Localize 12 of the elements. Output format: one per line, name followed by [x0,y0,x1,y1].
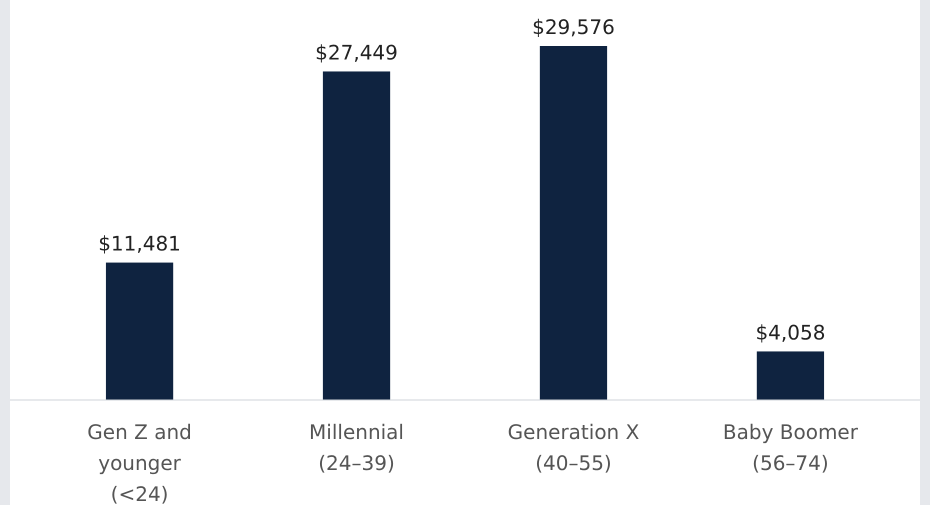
bar [106,262,174,400]
bar [322,71,390,400]
data-label: $11,481 [98,232,181,256]
bar [756,351,824,400]
x-tick-label: Millennial (24–39) [309,420,404,475]
bar [540,46,608,400]
data-label: $29,576 [532,15,615,39]
data-label: $4,058 [755,320,826,344]
data-label: $27,449 [315,40,398,64]
x-tick-label: Generation X (40–55) [508,420,640,475]
x-tick-label: Baby Boomer (56–74) [722,420,859,475]
x-tick-label: Gen Z and younger (<24) [87,420,192,505]
